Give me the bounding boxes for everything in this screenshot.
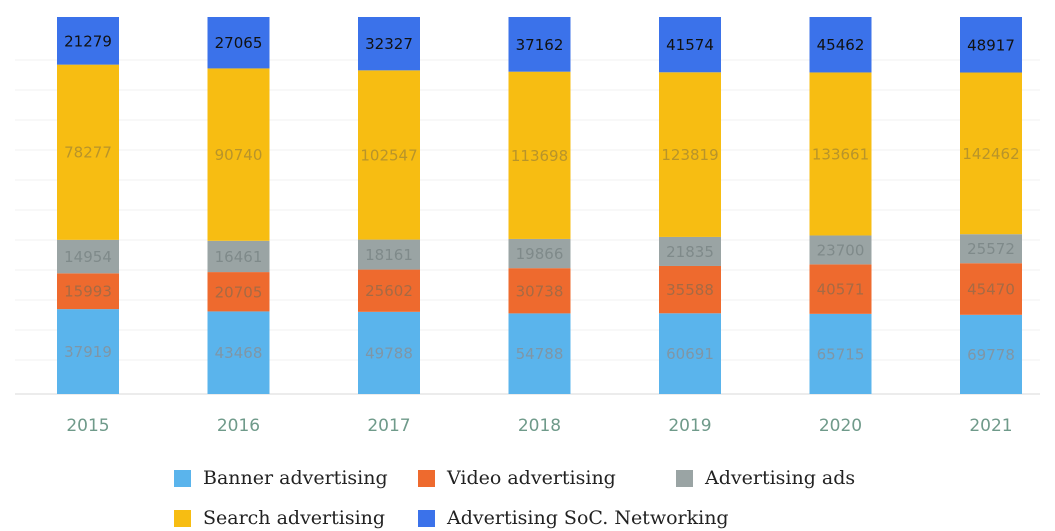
legend-swatch-video — [418, 469, 435, 487]
bar-segment — [358, 70, 420, 240]
bar-segment — [207, 17, 270, 69]
legend-swatch-social — [418, 509, 435, 527]
data-label: 37162 — [516, 36, 564, 54]
bar-segment — [960, 72, 1022, 235]
chart-legend: Banner advertising Video advertising Adv… — [0, 455, 1055, 531]
legend-item-banner-advertising: Banner advertising — [174, 467, 388, 489]
bar-segment — [57, 17, 119, 65]
data-label: 25602 — [365, 282, 413, 300]
bar-segment — [57, 64, 119, 240]
legend-label-social: Advertising SoC. Networking — [447, 507, 729, 529]
bar-segment — [960, 234, 1022, 264]
bar-segment — [809, 264, 872, 314]
bar-segment — [358, 269, 420, 312]
legend-swatch-search — [174, 509, 191, 527]
bar-segment — [659, 72, 721, 237]
x-tick-label: 2017 — [367, 416, 410, 436]
data-label: 90740 — [215, 146, 263, 164]
bar-segment — [659, 236, 721, 266]
data-label: 40571 — [817, 281, 865, 299]
data-label: 45462 — [817, 36, 865, 54]
bar-segment — [809, 235, 872, 265]
bar-segment — [358, 17, 420, 71]
bar-segment — [960, 17, 1022, 73]
legend-item-advertising-ads: Advertising ads — [676, 467, 855, 489]
bar-segment — [960, 263, 1022, 315]
data-label: 43468 — [215, 344, 263, 362]
x-tick-label: 2021 — [969, 416, 1012, 436]
data-label: 133661 — [812, 145, 869, 163]
bar-segment — [207, 240, 270, 273]
bar-segment — [960, 314, 1022, 394]
bar-segment — [659, 265, 721, 314]
legend-item-search-advertising: Search advertising — [174, 507, 385, 529]
data-label: 48917 — [967, 36, 1015, 54]
legend-swatch-ads — [676, 469, 693, 487]
bar-segment — [207, 272, 270, 312]
x-tick-label: 2020 — [819, 416, 862, 436]
bar-segment — [508, 313, 571, 394]
bar-segment — [358, 239, 420, 270]
x-tick-label: 2015 — [66, 416, 109, 436]
legend-label-search: Search advertising — [203, 507, 386, 529]
bar-segment — [508, 17, 571, 72]
legend-item-social-networking: Advertising SoC. Networking — [418, 507, 729, 529]
data-label: 60691 — [666, 345, 714, 363]
bar-segment — [659, 17, 721, 73]
bar-segment — [207, 68, 270, 241]
bar-segment — [809, 72, 872, 236]
legend-label-ads: Advertising ads — [705, 467, 856, 489]
data-label: 45470 — [967, 281, 1015, 299]
data-label: 142462 — [962, 145, 1019, 163]
data-label: 78277 — [64, 144, 112, 162]
data-label: 20705 — [215, 283, 263, 301]
data-label: 30738 — [516, 282, 564, 300]
bar-segment — [57, 309, 119, 394]
data-label: 18161 — [365, 246, 413, 264]
data-label: 69778 — [967, 346, 1015, 364]
data-label: 37919 — [64, 343, 112, 361]
bar-segment — [207, 311, 270, 394]
x-tick-label: 2019 — [668, 416, 711, 436]
legend-label-banner: Banner advertising — [203, 467, 388, 489]
data-label: 49788 — [365, 344, 413, 362]
data-label: 54788 — [516, 345, 564, 363]
data-label: 65715 — [817, 345, 865, 363]
data-label: 35588 — [666, 281, 714, 299]
data-label: 21279 — [64, 32, 112, 50]
legend-swatch-banner — [174, 469, 191, 487]
legend-label-video: Video advertising — [447, 467, 616, 489]
bar-segment — [508, 71, 571, 239]
x-tick-label: 2016 — [217, 416, 260, 436]
bar-segment — [57, 273, 119, 310]
data-label: 27065 — [215, 34, 263, 52]
data-label: 113698 — [511, 147, 568, 165]
data-label: 21835 — [666, 243, 714, 261]
data-label: 41574 — [666, 36, 714, 54]
data-label: 14954 — [64, 248, 112, 266]
bar-segment — [508, 238, 571, 269]
data-label: 19866 — [516, 245, 564, 263]
data-label: 25572 — [967, 240, 1015, 258]
bar-segment — [809, 17, 872, 73]
data-label: 16461 — [215, 248, 263, 266]
legend-item-video-advertising: Video advertising — [418, 467, 616, 489]
data-label: 123819 — [661, 146, 718, 164]
data-label: 23700 — [817, 241, 865, 259]
bar-segment — [508, 268, 571, 314]
bar-segment — [358, 311, 420, 394]
stacked-bar-chart: 37919 15993 14954 78277 21279 2015 43468 20705 1… — [15, 17, 1040, 436]
bar-segment — [57, 239, 119, 274]
bar-segment — [659, 313, 721, 394]
data-label: 15993 — [64, 283, 112, 301]
data-label: 102547 — [360, 146, 417, 164]
bar-segment — [809, 313, 872, 394]
data-label: 32327 — [365, 35, 413, 53]
x-tick-label: 2018 — [518, 416, 561, 436]
